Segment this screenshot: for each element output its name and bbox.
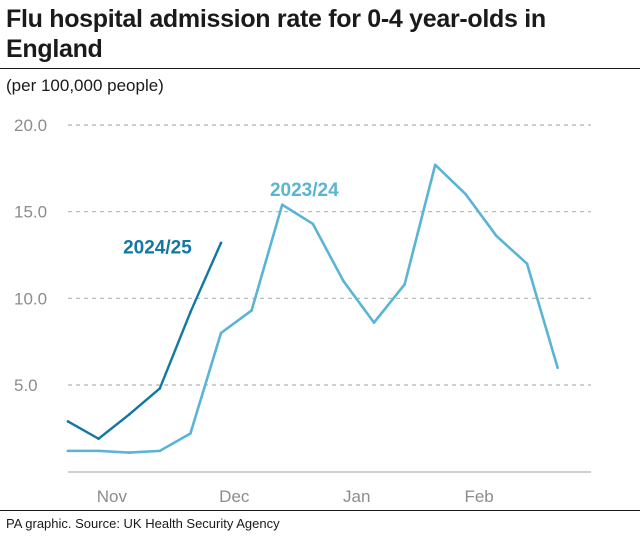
data-point [403,283,406,286]
data-point [464,193,468,196]
data-point [97,437,100,441]
data-point [372,321,376,324]
title-divider [0,68,640,69]
chart-title: Flu hospital admission rate for 0-4 year… [6,5,546,63]
data-point [433,163,437,167]
data-point [525,262,529,265]
data-point [158,387,162,390]
data-point [66,449,70,453]
series-line-2023-24 [66,163,559,454]
data-point [127,413,131,416]
y-tick-label: 20.0 [14,116,47,135]
data-point [250,309,253,312]
x-tick-label-jan: Jan [343,487,370,506]
series-label-2023-24: 2023/24 [270,180,339,201]
series-label-2024-25: 2024/25 [123,237,192,258]
x-tick-label-dec: Dec [219,487,250,506]
data-point [311,222,315,226]
grid-lines [68,124,591,386]
chart-subtitle: (per 100,000 people) [6,76,164,95]
x-tick-label-feb: Feb [464,487,493,506]
data-point [219,241,223,245]
data-point [158,449,162,453]
data-point [127,451,131,454]
y-tick-label: 15.0 [14,203,47,222]
x-tick-label-nov: Nov [97,487,128,506]
x-axis-ticks: Nov Dec Jan Feb [97,487,494,506]
y-tick-label: 10.0 [14,289,47,308]
data-point [189,310,192,314]
data-point [189,432,192,435]
series-line-2024-25 [66,241,223,440]
series-lines [66,163,559,454]
series-labels: 2023/24 2024/25 [123,180,339,258]
y-tick-label: 5.0 [14,376,38,395]
data-point [219,331,223,335]
footer-divider [0,510,640,511]
data-point [66,420,70,423]
data-point [280,203,284,207]
source-credit: PA graphic. Source: UK Health Security A… [6,516,280,531]
data-point [342,279,345,283]
data-point [97,449,100,453]
data-point [495,234,498,238]
y-axis-ticks: 5.0 10.0 15.0 20.0 [14,116,47,395]
data-point [556,366,559,369]
